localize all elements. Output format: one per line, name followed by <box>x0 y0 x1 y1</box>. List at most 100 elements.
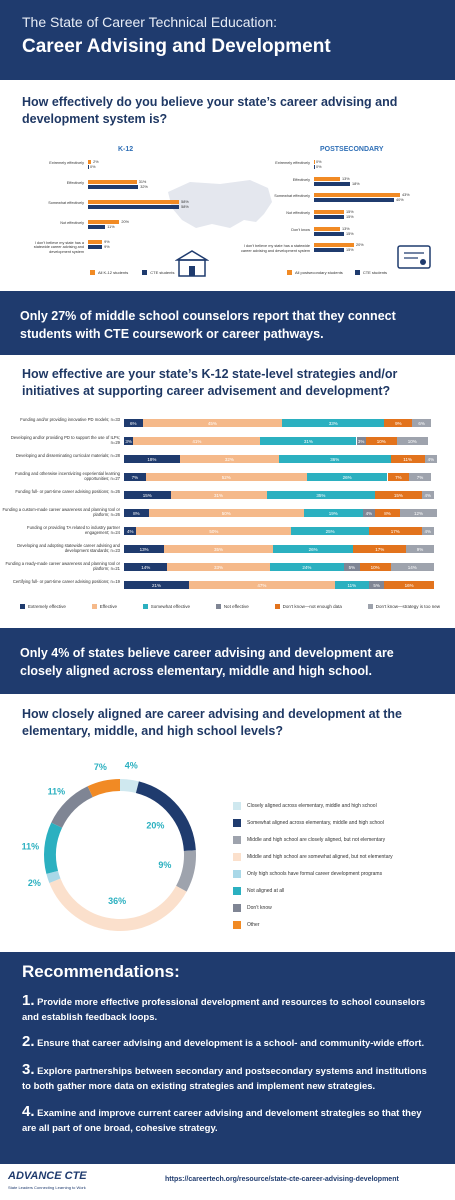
bar-value-label: 18% <box>352 181 360 186</box>
alignment-legend: Closely aligned across elementary, middl… <box>233 800 443 936</box>
bar <box>88 160 92 164</box>
bar <box>88 245 103 249</box>
donut-slice <box>119 779 139 794</box>
recommendations-panel: Recommendations: 1. Provide more effecti… <box>0 952 455 1200</box>
stacked-segment: 25% <box>291 527 369 535</box>
legend-label: Extremely effective <box>28 604 66 609</box>
bar-category-label: Don’t know <box>291 227 310 232</box>
bar <box>88 240 103 244</box>
postsec-bar-chart: Extremely effectively 0% 0% Effectively 13% 1… <box>238 160 438 260</box>
stacked-segment: 8% <box>375 509 400 517</box>
bar <box>88 220 120 224</box>
legend-swatch <box>215 604 221 609</box>
bar-category-label: Extremely effectively <box>49 161 84 165</box>
legend-label: Somewhat aligned across elementary, midd… <box>247 820 384 826</box>
stacked-segment: 13% <box>124 545 165 553</box>
stacked-segment: 10% <box>365 437 397 445</box>
bar-value-label: 58% <box>181 200 189 204</box>
stacked-segment: 15% <box>375 491 422 499</box>
recommendation-item: 4. Examine and improve current career ad… <box>22 1102 422 1134</box>
legend-label: Middle and high school are closely align… <box>247 837 386 843</box>
recommendations-title: Recommendations: <box>22 962 180 981</box>
stacked-segment: 50% <box>148 509 304 517</box>
donut-slice <box>49 878 187 931</box>
bar-value-label: 15% <box>346 231 354 236</box>
stacked-segment: 9% <box>384 419 413 427</box>
bar-value-label: 58% <box>181 205 189 209</box>
stacked-segment: 5% <box>344 563 360 571</box>
bar-category-label: I don’t believe my state has a statewide… <box>33 241 84 254</box>
bar-category-label: Effectively <box>292 177 310 182</box>
stacked-segment: 14% <box>124 563 168 571</box>
bar <box>88 200 180 204</box>
stacked-segment: 31% <box>260 437 357 445</box>
bar-value-label: 0% <box>90 165 96 169</box>
strategy-label: Funding full- or part-time career advisi… <box>15 489 120 494</box>
resource-link[interactable]: https://careertech.org/resource/state-ct… <box>165 1176 399 1183</box>
alignment-legend-item: Don’t know <box>233 902 443 914</box>
stacked-segment: 35% <box>266 491 376 499</box>
stacked-segment: 11% <box>390 455 425 463</box>
strategy-label: Funding a custom-made career awareness a… <box>2 507 120 517</box>
bar-value-label: 9% <box>104 240 110 244</box>
us-map-icon <box>168 180 272 228</box>
donut-slice <box>51 786 93 828</box>
stacked-segment: 7% <box>409 473 431 481</box>
legend-swatch <box>233 819 241 827</box>
legend-swatch <box>233 904 241 912</box>
section2-question: How effective are your state’s K-12 stat… <box>22 367 398 398</box>
donut-slice <box>44 822 63 874</box>
legend-label: Not effective <box>223 604 249 609</box>
stacked-segment: 24% <box>269 563 345 571</box>
donut-slice <box>175 850 196 892</box>
postsec-legend-item: All postsecondary students <box>287 270 343 275</box>
stacked-segment: 5% <box>368 581 385 589</box>
legend-label: Effective <box>99 604 117 609</box>
donut-slice <box>46 870 61 883</box>
diploma-icon <box>397 245 431 269</box>
logo-tagline: State Leaders Connecting Learning to Wor… <box>8 1185 86 1190</box>
legend-label: Other <box>247 922 260 928</box>
bar <box>88 185 139 189</box>
stacked-segment: 52% <box>145 473 307 481</box>
bar-value-label: 20% <box>356 243 364 248</box>
alignment-legend-item: Only high schools have formal career dev… <box>233 868 443 880</box>
stacked-segment: 17% <box>353 545 407 553</box>
bar <box>314 193 400 198</box>
recommendation-item: 3. Explore partnerships between secondar… <box>22 1061 427 1093</box>
bar-value-label: 0% <box>316 160 322 164</box>
stacked-segment: 19% <box>303 509 363 517</box>
stacked-segment: 12% <box>399 509 438 517</box>
stacked-segment: 45% <box>142 419 283 427</box>
stacked-segment: 4% <box>362 509 376 517</box>
strategies-legend-item: Extremely effective <box>20 604 66 609</box>
k12-legend-item: CTE students <box>142 270 174 275</box>
donut-value-label: 11% <box>22 842 40 852</box>
stacked-segment: 33% <box>282 419 385 427</box>
header-title-line2: Career Advising and Development <box>22 36 331 57</box>
strategies-legend-item: Somewhat effective <box>142 604 190 609</box>
bar-value-label: 9% <box>104 245 110 249</box>
stacked-segment: 17% <box>368 527 422 535</box>
donut-slice <box>87 779 121 798</box>
bar-value-label: 15% <box>346 210 354 214</box>
bar <box>314 176 340 181</box>
school-building-icon <box>175 250 209 277</box>
strategies-legend: Extremely effective Effective Somewhat eff… <box>20 604 440 609</box>
legend-swatch <box>233 870 241 878</box>
bar-value-label: 32% <box>140 185 148 189</box>
advance-cte-logo: ADVANCE CTE <box>8 1170 87 1182</box>
bar <box>314 160 315 164</box>
stacked-segment: 8% <box>124 509 149 517</box>
banner-middle-school-counselors: Only 27% of middle school counselors rep… <box>0 291 455 355</box>
page-footer: ADVANCE CTE State Leaders Connecting Lea… <box>0 1164 455 1200</box>
bar-category-label: Extremely effectively <box>275 161 310 165</box>
bar <box>314 231 344 236</box>
stacked-segment: 26% <box>306 473 388 481</box>
legend-label: Closely aligned across elementary, middl… <box>247 803 377 809</box>
bar-category-label: I don’t believe my state has a statewide… <box>240 244 310 253</box>
k12-legend-item: All K-12 students <box>90 270 128 275</box>
bar <box>314 226 340 231</box>
stacked-segment: 7% <box>387 473 410 481</box>
stacked-segment: 6% <box>412 419 431 427</box>
